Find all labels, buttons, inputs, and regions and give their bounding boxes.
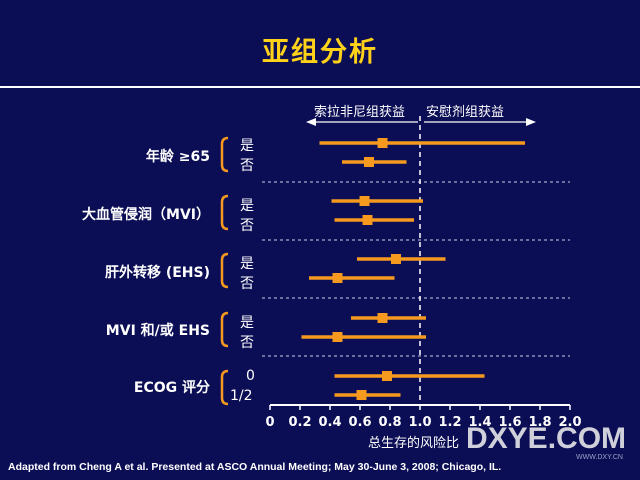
group-label-mvi-text: 大血管侵润（MVI） [82, 207, 210, 223]
x-tick-label-0: 0 [265, 415, 274, 430]
x-tick-label-1: 0.2 [288, 415, 311, 430]
group-label-ehs-text: 肝外转移 (EHS) [104, 265, 210, 281]
row-label-mvi-no: 否 [240, 218, 254, 234]
row-label-ehs-no: 否 [240, 276, 254, 292]
group-bracket-1 [220, 194, 229, 231]
slide-title: 亚组分析 [262, 37, 378, 68]
x-tick-label-8: 1.6 [498, 415, 521, 430]
hr-marker-g4-r1 [356, 390, 367, 400]
left-arrow-label: 索拉非尼组获益 [314, 105, 406, 120]
row-label-age-yes: 是 [240, 138, 254, 154]
group-label-age-text: 年龄 ≥65 [145, 149, 210, 165]
x-tick-label-3: 0.6 [348, 415, 371, 430]
x-axis-label: 总生存的风险比 [368, 436, 460, 451]
x-tick-label-10: 2.0 [558, 415, 581, 430]
right-arrow-head [526, 118, 536, 126]
group-label-age: 年龄 ≥65 [0, 146, 210, 166]
watermark-url: WWW.DXY.CN [576, 454, 623, 461]
hr-marker-g3-r1 [332, 332, 343, 342]
hr-marker-g3-r0 [377, 313, 388, 323]
row-label-ecog-0: 0 [246, 368, 255, 384]
hr-marker-g0-r0 [377, 138, 388, 148]
x-tick-label-7: 1.4 [468, 415, 491, 430]
hr-marker-g4-r0 [382, 371, 392, 381]
group-label-mvi-ehs-text: MVI 和/或 EHS [105, 323, 210, 339]
hr-marker-g2-r0 [391, 254, 401, 264]
group-label-ehs: 肝外转移 (EHS) [0, 262, 210, 282]
x-tick-label-2: 0.4 [318, 415, 341, 430]
row-label-mvi-yes: 是 [240, 198, 254, 214]
row-label-mvi-ehs-no: 否 [240, 335, 254, 351]
group-label-mvi-ehs: MVI 和/或 EHS [0, 320, 210, 340]
group-label-mvi: 大血管侵润（MVI） [0, 204, 210, 224]
right-arrow-label: 安慰剂组获益 [426, 105, 505, 120]
group-bracket-2 [220, 252, 229, 289]
hr-marker-g0-r1 [364, 157, 374, 167]
group-bracket-0 [220, 136, 229, 173]
hr-marker-g1-r0 [359, 196, 370, 206]
x-tick-label-5: 1.0 [408, 415, 431, 430]
hr-marker-g2-r1 [332, 273, 343, 283]
x-tick-label-4: 0.8 [378, 415, 401, 430]
hr-marker-g1-r1 [362, 215, 373, 225]
row-label-age-no: 否 [240, 158, 254, 174]
row-label-mvi-ehs-yes: 是 [240, 315, 254, 331]
group-bracket-4 [220, 369, 229, 406]
watermark: DXYE.COM [466, 422, 627, 455]
row-label-ecog-12: 1/2 [230, 388, 253, 404]
x-tick-label-9: 1.8 [528, 415, 551, 430]
x-tick-label-6: 1.2 [438, 415, 461, 430]
left-arrow-head [306, 118, 316, 126]
group-label-ecog: ECOG 评分 [0, 377, 210, 397]
title-divider [0, 86, 640, 88]
group-label-ecog-text: ECOG 评分 [133, 380, 210, 396]
group-bracket-3 [220, 311, 229, 348]
footer-citation: Adapted from Cheng A et al. Presented at… [8, 461, 502, 473]
row-label-ehs-yes: 是 [240, 256, 254, 272]
